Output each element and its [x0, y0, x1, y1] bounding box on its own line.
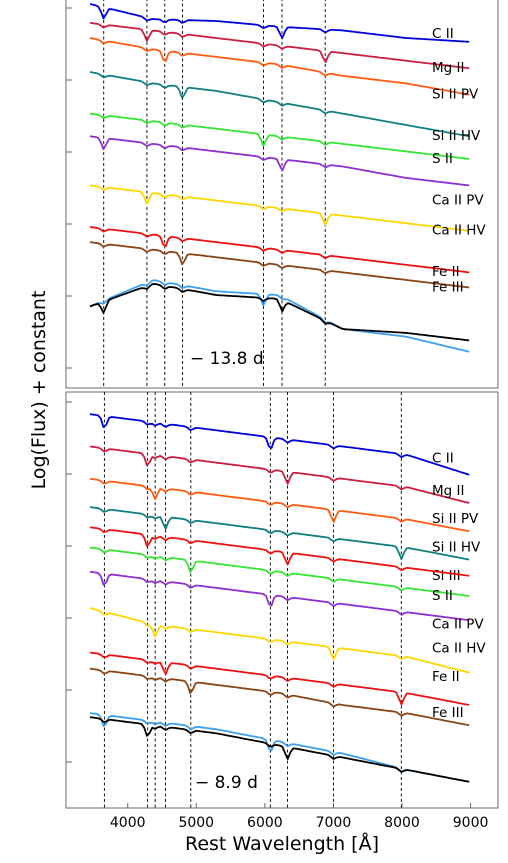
series-si-ii-pv — [89, 477, 470, 533]
series-label: C II — [432, 26, 454, 42]
x-tick-label: 7000 — [316, 815, 352, 831]
series-s-ii — [89, 112, 470, 160]
series-mg-ii — [89, 445, 470, 504]
series-label: Si III — [432, 568, 461, 584]
series-si-iii — [89, 546, 470, 597]
series-fe-iii — [89, 667, 470, 727]
series-label: Fe II — [432, 669, 460, 685]
series-ca-ii-hv — [89, 184, 470, 232]
series-label: Si II HV — [432, 540, 481, 556]
series-c-ii — [89, 413, 470, 476]
epoch-label: − 8.9 d — [195, 773, 258, 793]
series-label: Si II HV — [432, 128, 481, 144]
x-tick-label: 8000 — [384, 815, 420, 831]
series-observed-10 — [89, 283, 470, 342]
series-label: S II — [432, 588, 453, 604]
series-fe-ii — [89, 226, 470, 274]
series-ca-ii-pv — [89, 526, 470, 577]
series-mg-ii — [89, 22, 470, 70]
series-ca-ii-hv — [89, 607, 470, 674]
series-observed-9 — [89, 279, 470, 353]
series-label: C II — [432, 451, 454, 467]
series-label: Fe II — [432, 264, 460, 280]
x-tick-label: 6000 — [247, 815, 283, 831]
series-label: Ca II PV — [432, 192, 484, 208]
series-label: Si II PV — [432, 87, 479, 103]
series-label: Si II PV — [432, 511, 479, 527]
series-fe-ii — [89, 651, 470, 706]
series-observed-11 — [89, 716, 470, 783]
series-ca-ii-pv — [89, 135, 470, 187]
x-tick-label: 9000 — [453, 815, 489, 831]
series-si-ii-hv — [89, 506, 470, 561]
panel-top: C II Mg II Si II PV Si II HV S II Ca II PV Ca … — [65, 0, 499, 389]
series-label: Fe III — [432, 705, 464, 721]
series-si-ii-hv — [89, 71, 470, 138]
series-label: Ca II PV — [432, 616, 484, 632]
series-label: Mg II — [432, 60, 464, 76]
series-label: Ca II HV — [432, 641, 486, 657]
epoch-label: − 13.8 d — [190, 349, 264, 369]
x-tick-label: 4000 — [110, 815, 146, 831]
plot-frame — [65, 391, 499, 809]
plot-frame — [65, 0, 499, 389]
series-s-ii — [89, 570, 470, 622]
series-label: Ca II HV — [432, 223, 486, 239]
x-axis-label: Rest Wavelength [Å] — [185, 832, 379, 855]
series-label: S II — [432, 151, 453, 167]
series-fe-iii — [89, 241, 470, 289]
series-c-ii — [89, 3, 470, 43]
series-si-ii-pv — [89, 37, 470, 96]
y-axis-label: Log(Flux) + constant — [28, 291, 50, 490]
panel-bottom: C II Mg II Si II PV Si II HV Si III S II Ca II… — [65, 391, 499, 855]
series-label: Mg II — [432, 483, 464, 499]
x-tick-label: 5000 — [178, 815, 214, 831]
series-label: Fe III — [432, 279, 464, 295]
